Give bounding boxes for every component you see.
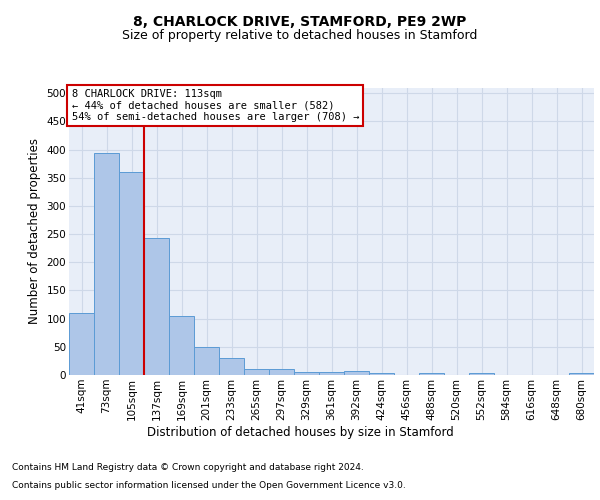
Bar	[569, 372, 594, 375]
Bar	[219, 358, 244, 375]
Bar	[344, 371, 369, 375]
Bar	[269, 370, 294, 375]
Bar	[144, 238, 169, 375]
Y-axis label: Number of detached properties: Number of detached properties	[28, 138, 41, 324]
Text: Contains public sector information licensed under the Open Government Licence v3: Contains public sector information licen…	[12, 480, 406, 490]
Text: Distribution of detached houses by size in Stamford: Distribution of detached houses by size …	[146, 426, 454, 439]
Bar	[469, 372, 494, 375]
Text: 8 CHARLOCK DRIVE: 113sqm
← 44% of detached houses are smaller (582)
54% of semi-: 8 CHARLOCK DRIVE: 113sqm ← 44% of detach…	[71, 89, 359, 122]
Text: Size of property relative to detached houses in Stamford: Size of property relative to detached ho…	[122, 30, 478, 43]
Bar	[294, 372, 319, 375]
Bar	[169, 316, 194, 375]
Text: Contains HM Land Registry data © Crown copyright and database right 2024.: Contains HM Land Registry data © Crown c…	[12, 463, 364, 472]
Bar	[94, 154, 119, 375]
Bar	[319, 372, 344, 375]
Bar	[69, 313, 94, 375]
Bar	[369, 374, 394, 375]
Bar	[194, 347, 219, 375]
Bar	[119, 172, 144, 375]
Bar	[419, 372, 444, 375]
Bar	[244, 370, 269, 375]
Text: 8, CHARLOCK DRIVE, STAMFORD, PE9 2WP: 8, CHARLOCK DRIVE, STAMFORD, PE9 2WP	[133, 16, 467, 30]
